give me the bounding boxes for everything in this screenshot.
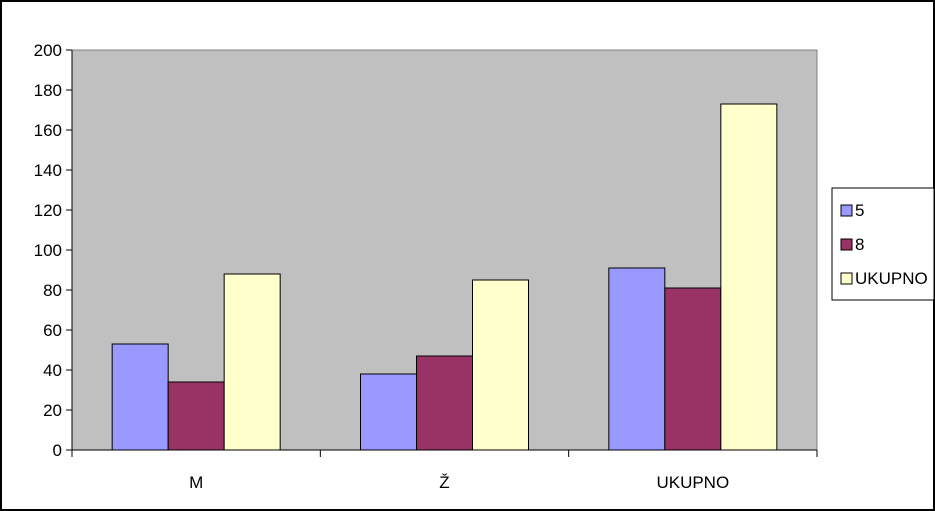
legend: 5 8 UKUPNO: [831, 187, 935, 301]
y-tick-label: 180: [34, 81, 62, 100]
bar-2-series-3: [472, 279, 529, 451]
legend-swatch-1: [840, 204, 853, 217]
bar-1-series-1: [111, 343, 169, 451]
y-tick-label: 20: [43, 401, 62, 420]
y-tick-label: 80: [43, 281, 62, 300]
y-tick-label: 40: [43, 361, 62, 380]
bars-layer: [111, 103, 778, 451]
legend-swatch-2: [840, 238, 853, 251]
legend-swatch-3: [840, 272, 853, 285]
bar-1-series-3: [223, 273, 281, 451]
legend-label-2: 8: [855, 235, 864, 254]
y-tick-label: 0: [53, 441, 62, 460]
bar-3-series-3: [720, 103, 778, 451]
x-tick-label: Ž: [439, 473, 449, 492]
bar-3-series-1: [608, 267, 666, 451]
legend-label-3: UKUPNO: [855, 269, 928, 288]
y-tick-label: 120: [34, 201, 62, 220]
y-tick-label: 100: [34, 241, 62, 260]
bar-3-series-2: [664, 287, 722, 451]
y-tick-label: 200: [34, 41, 62, 60]
x-tick-label: M: [189, 473, 203, 492]
bar-2-series-1: [360, 373, 417, 451]
bar-2-series-2: [416, 355, 473, 451]
y-tick-label: 140: [34, 161, 62, 180]
bar-1-series-2: [167, 381, 225, 451]
legend-label-1: 5: [855, 201, 864, 220]
y-tick-label: 160: [34, 121, 62, 140]
x-tick-label: UKUPNO: [656, 473, 729, 492]
y-tick-label: 60: [43, 321, 62, 340]
axes-layer: M Ž UKUPNO 0 20 40 60 80 100 120 140 160 180 200: [34, 41, 818, 492]
